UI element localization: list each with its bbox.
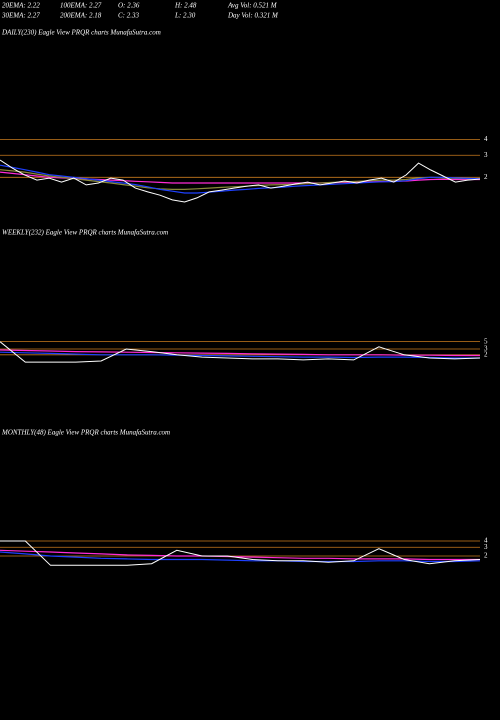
price-line <box>0 341 481 363</box>
y-tick-label: 2 <box>484 350 488 358</box>
panel-title: DAILY(230) Eagle View PRQR charts Munafa… <box>1 29 161 37</box>
price-line <box>0 349 480 357</box>
header-stat: 20EMA: 2.22 <box>2 2 40 10</box>
header-stat: 100EMA: 2.27 <box>60 2 102 10</box>
header-stat: C: 2.33 <box>118 12 140 20</box>
header-stat: Avg Vol: 0.521 M <box>227 2 278 10</box>
y-tick-label: 2 <box>484 552 488 560</box>
y-tick-label: 5 <box>484 337 488 345</box>
header-stat: 200EMA: 2.18 <box>60 12 102 20</box>
panel-title: MONTHLY(48) Eagle View PRQR charts Munaf… <box>1 429 170 437</box>
header-stat: H: 2.48 <box>174 2 197 10</box>
y-tick-label: 2 <box>484 173 488 181</box>
price-line <box>0 540 481 566</box>
panel-title: WEEKLY(232) Eagle View PRQR charts Munaf… <box>2 229 168 237</box>
header-stat: 30EMA: 2.27 <box>1 12 40 20</box>
price-line <box>0 164 481 194</box>
y-tick-label: 4 <box>484 135 488 143</box>
price-line <box>0 159 481 203</box>
header-stat: L: 2.30 <box>174 12 196 20</box>
header-stat: O: 2.36 <box>118 2 140 10</box>
y-tick-label: 3 <box>484 151 488 159</box>
price-line <box>0 351 480 359</box>
y-tick-label: 3 <box>484 543 488 551</box>
y-tick-label: 4 <box>484 537 488 545</box>
header-stat: Day Vol: 0.321 M <box>227 12 279 20</box>
price-line <box>0 551 481 563</box>
y-tick-label: 3 <box>484 345 488 353</box>
price-line <box>0 169 481 190</box>
price-line <box>0 549 480 561</box>
